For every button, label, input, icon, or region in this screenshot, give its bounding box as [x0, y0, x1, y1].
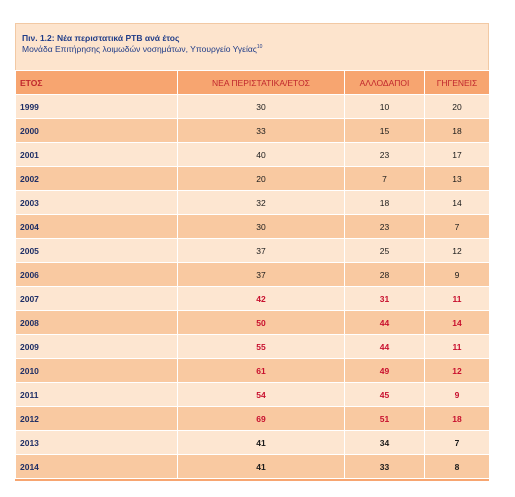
table-row: 2000 33 15 18 [15, 118, 490, 143]
header-new-cases: ΝΕΑ ΠΕΡΙΣΤΑΤΙΚΑ/ΕΤΟΣ [177, 70, 345, 95]
cell-new-cases: 50 [177, 310, 345, 335]
cell-year: 2005 [15, 238, 178, 263]
cell-native: 11 [424, 286, 490, 311]
cell-year: 2000 [15, 118, 178, 143]
cell-foreign: 31 [344, 286, 425, 311]
cell-year: 2009 [15, 334, 178, 359]
cell-year: 2011 [15, 382, 178, 407]
table-row: 2003 32 18 14 [15, 190, 490, 215]
header-foreign: ΑΛΛΟΔΑΠΟΙ [344, 70, 425, 95]
table-row: 1999 30 10 20 [15, 94, 490, 119]
cell-native: 17 [424, 142, 490, 167]
cell-year: 2003 [15, 190, 178, 215]
cell-new-cases: 37 [177, 238, 345, 263]
cell-year: 1999 [15, 94, 178, 119]
cell-native: 11 [424, 334, 490, 359]
cell-year: 2012 [15, 406, 178, 431]
cell-new-cases: 69 [177, 406, 345, 431]
header-native: ΓΗΓΕΝΕΙΣ [424, 70, 490, 95]
cell-native: 9 [424, 382, 490, 407]
cell-new-cases: 20 [177, 166, 345, 191]
cell-new-cases: 54 [177, 382, 345, 407]
cell-foreign: 15 [344, 118, 425, 143]
cell-year: 2004 [15, 214, 178, 239]
table-row: 2001 40 23 17 [15, 142, 490, 167]
cell-year: 2010 [15, 358, 178, 383]
table-row: 2006 37 28 9 [15, 262, 490, 287]
cell-native: 7 [424, 214, 490, 239]
cell-year: 2014 [15, 454, 178, 479]
cell-new-cases: 61 [177, 358, 345, 383]
cell-native: 20 [424, 94, 490, 119]
cell-foreign: 51 [344, 406, 425, 431]
cell-new-cases: 32 [177, 190, 345, 215]
table-body: 1999 30 10 20 2000 33 15 18 2001 40 23 17 2002 20 7 13 2… [15, 94, 490, 479]
cell-foreign: 34 [344, 430, 425, 455]
header-year: ΕΤΟΣ [15, 70, 178, 95]
footnote-ref: 10 [256, 44, 263, 51]
cell-foreign: 45 [344, 382, 425, 407]
cell-new-cases: 30 [177, 94, 345, 119]
cell-new-cases: 30 [177, 214, 345, 239]
cases-table-container: Πιν. 1.2: Νέα περιστατικά ΡΤΒ ανά έτος Μ… [15, 23, 490, 481]
cell-foreign: 23 [344, 142, 425, 167]
cell-foreign: 18 [344, 190, 425, 215]
table-row: 2002 20 7 13 [15, 166, 490, 191]
table-row: 2011 54 45 9 [15, 382, 490, 407]
cell-year: 2001 [15, 142, 178, 167]
cell-native: 18 [424, 118, 490, 143]
cell-year: 2008 [15, 310, 178, 335]
table-title: Πιν. 1.2: Νέα περιστατικά ΡΤΒ ανά έτος [22, 33, 180, 43]
cell-foreign: 28 [344, 262, 425, 287]
header-row: ΕΤΟΣ ΝΕΑ ΠΕΡΙΣΤΑΤΙΚΑ/ΕΤΟΣ ΑΛΛΟΔΑΠΟΙ ΓΗΓΕ… [15, 70, 490, 95]
cell-new-cases: 41 [177, 430, 345, 455]
table-caption: Πιν. 1.2: Νέα περιστατικά ΡΤΒ ανά έτος Μ… [15, 23, 489, 70]
cell-foreign: 49 [344, 358, 425, 383]
cell-native: 14 [424, 310, 490, 335]
cell-foreign: 25 [344, 238, 425, 263]
table-row: 2008 50 44 14 [15, 310, 490, 335]
table-row: 2010 61 49 12 [15, 358, 490, 383]
table-subtitle: Μονάδα Επιτήρησης λοιμωδών νοσημάτων, Υπ… [22, 44, 482, 55]
table-row: 2012 69 51 18 [15, 406, 490, 431]
cell-year: 2013 [15, 430, 178, 455]
cell-native: 13 [424, 166, 490, 191]
table-bottom-border [15, 479, 489, 481]
cell-foreign: 44 [344, 310, 425, 335]
cell-native: 12 [424, 238, 490, 263]
cell-foreign: 7 [344, 166, 425, 191]
table-row: 2005 37 25 12 [15, 238, 490, 263]
cell-foreign: 23 [344, 214, 425, 239]
table-row: 2013 41 34 7 [15, 430, 490, 455]
table-row: 2007 42 31 11 [15, 286, 490, 311]
cell-year: 2002 [15, 166, 178, 191]
cell-native: 9 [424, 262, 490, 287]
cell-year: 2006 [15, 262, 178, 287]
cell-foreign: 44 [344, 334, 425, 359]
cell-native: 8 [424, 454, 490, 479]
cell-foreign: 10 [344, 94, 425, 119]
table-row: 2014 41 33 8 [15, 454, 490, 479]
cell-native: 18 [424, 406, 490, 431]
cell-new-cases: 33 [177, 118, 345, 143]
cell-native: 12 [424, 358, 490, 383]
cell-new-cases: 42 [177, 286, 345, 311]
cell-year: 2007 [15, 286, 178, 311]
cell-new-cases: 55 [177, 334, 345, 359]
cases-table: ΕΤΟΣ ΝΕΑ ΠΕΡΙΣΤΑΤΙΚΑ/ΕΤΟΣ ΑΛΛΟΔΑΠΟΙ ΓΗΓΕ… [15, 70, 490, 479]
cell-native: 14 [424, 190, 490, 215]
cell-new-cases: 37 [177, 262, 345, 287]
cell-new-cases: 41 [177, 454, 345, 479]
cell-foreign: 33 [344, 454, 425, 479]
cell-native: 7 [424, 430, 490, 455]
table-source: Μονάδα Επιτήρησης λοιμωδών νοσημάτων, Υπ… [22, 44, 257, 54]
table-row: 2009 55 44 11 [15, 334, 490, 359]
cell-new-cases: 40 [177, 142, 345, 167]
table-row: 2004 30 23 7 [15, 214, 490, 239]
